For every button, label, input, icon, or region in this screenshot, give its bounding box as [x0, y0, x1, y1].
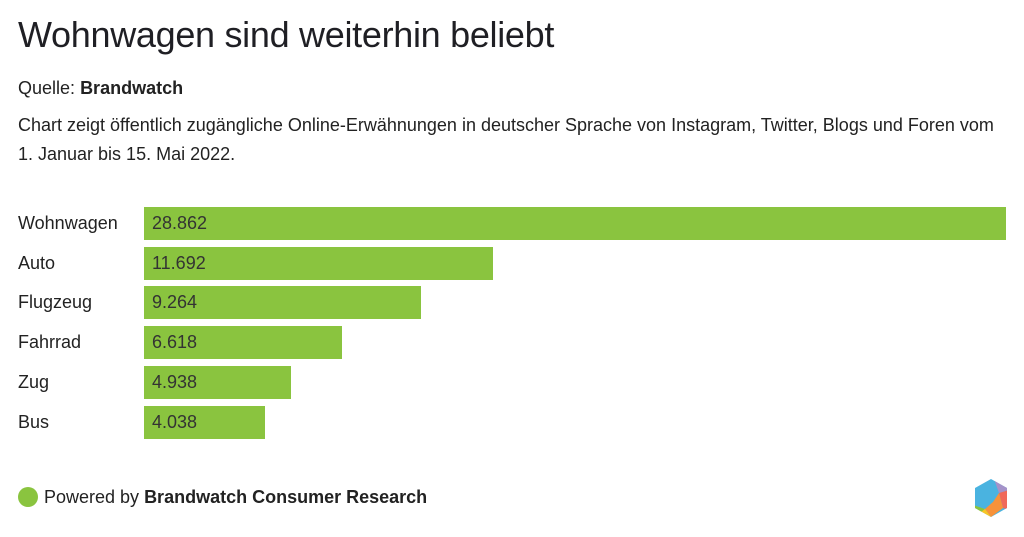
- source-label: Quelle:: [18, 78, 76, 98]
- value-label: 9.264: [152, 292, 198, 313]
- bar-chart: Wohnwagen 28.862 Auto 11.692 Flugzeug 9.264 Fa…: [0, 200, 1024, 450]
- brand-dot-icon: [18, 487, 38, 507]
- value-label: 4.938: [152, 371, 198, 392]
- bar: [144, 246, 494, 280]
- chart-description: Chart zeigt öffentlich zugängliche Onlin…: [18, 115, 994, 164]
- bar: [144, 405, 265, 439]
- bar: [144, 365, 292, 399]
- category-label: Wohnwagen: [18, 213, 118, 233]
- bar-row: Fahrrad 6.618: [0, 326, 1024, 366]
- category-label: Zug: [18, 371, 50, 392]
- value-label: 6.618: [152, 332, 198, 353]
- category-label: Fahrrad: [18, 332, 82, 353]
- category-label: Auto: [18, 252, 56, 273]
- chart-title: Wohnwagen sind weiterhin beliebt: [18, 14, 555, 55]
- bar-row: Auto 11.692: [0, 246, 1024, 287]
- bar: [144, 207, 1006, 240]
- brand-name: Brandwatch Consumer Research: [144, 486, 428, 507]
- bar: [144, 326, 342, 360]
- value-label: 11.692: [152, 252, 206, 273]
- bar-row: Zug 4.938: [0, 365, 1024, 406]
- bar-row: Wohnwagen 28.862: [0, 207, 1024, 247]
- category-label: Flugzeug: [18, 292, 93, 313]
- source-name: Brandwatch: [80, 78, 184, 98]
- bar-row: Flugzeug 9.264: [0, 286, 1024, 326]
- powered-by-label: Powered by: [44, 486, 140, 507]
- bar: [144, 286, 421, 320]
- brandwatch-logo-icon: [975, 479, 1007, 517]
- value-label: 28.862: [152, 213, 208, 233]
- bar-row: Bus 4.038: [0, 405, 1024, 446]
- category-label: Bus: [18, 411, 50, 432]
- source-line: Quelle: Brandwatch: [18, 78, 183, 99]
- footer: Powered by Brandwatch Consumer Research: [18, 485, 427, 509]
- value-label: 4.038: [152, 411, 198, 432]
